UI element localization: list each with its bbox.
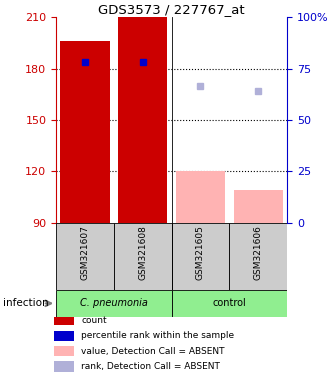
Bar (56, 223, 114, 290)
Bar (234, 190, 283, 223)
Bar (54, 346, 74, 356)
Text: rank, Detection Call = ABSENT: rank, Detection Call = ABSENT (81, 362, 220, 371)
Bar (229, 223, 287, 290)
Title: GDS3573 / 227767_at: GDS3573 / 227767_at (98, 3, 245, 16)
Text: infection: infection (3, 298, 49, 308)
Bar (56, 290, 172, 317)
Text: value, Detection Call = ABSENT: value, Detection Call = ABSENT (81, 347, 225, 356)
Bar (54, 361, 74, 372)
Text: C. pneumonia: C. pneumonia (80, 298, 148, 308)
Bar (172, 290, 287, 317)
Bar (172, 223, 229, 290)
Text: GSM321605: GSM321605 (196, 225, 205, 280)
Text: count: count (81, 316, 107, 324)
Bar (54, 331, 74, 341)
Bar (60, 41, 110, 223)
Text: control: control (213, 298, 246, 308)
Text: GSM321608: GSM321608 (138, 225, 147, 280)
Bar (118, 17, 167, 223)
Bar (114, 223, 172, 290)
Text: GSM321606: GSM321606 (254, 225, 263, 280)
Bar (54, 315, 74, 325)
Bar (176, 171, 225, 223)
Text: percentile rank within the sample: percentile rank within the sample (81, 331, 234, 340)
Text: GSM321607: GSM321607 (81, 225, 89, 280)
